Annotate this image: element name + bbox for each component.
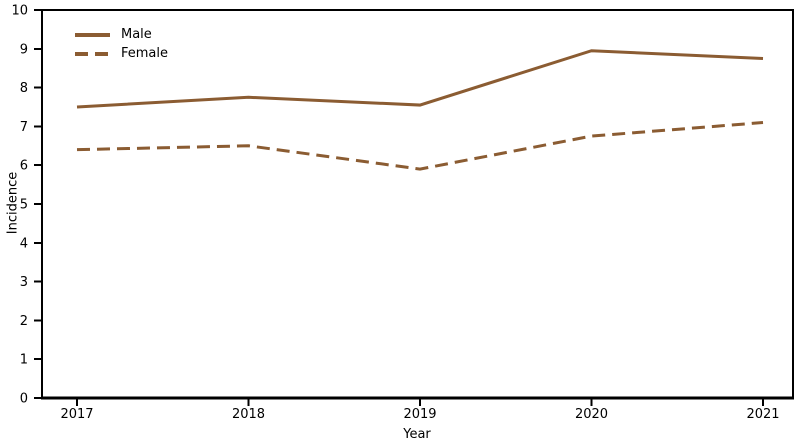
legend-item-male: Male: [75, 26, 168, 44]
legend-item-female: Female: [75, 45, 168, 63]
y-tick-label: 9: [20, 42, 28, 57]
y-tick-label: 5: [20, 198, 28, 213]
legend: Male Female: [75, 26, 168, 63]
female-dashed-line-swatch: [75, 52, 110, 56]
plot-border: [41, 9, 794, 399]
x-tick-label: 2017: [60, 407, 93, 422]
y-tick-label: 6: [20, 159, 28, 174]
y-tick-label: 0: [20, 392, 28, 407]
legend-label-male: Male: [121, 27, 152, 42]
y-axis-title: Incidence: [5, 171, 21, 235]
x-tick-label: 2019: [403, 407, 436, 422]
x-tick-label: 2020: [575, 407, 608, 422]
y-tick-label: 7: [20, 120, 28, 135]
y-tick-label: 1: [20, 353, 28, 368]
series-line-female: [76, 121, 764, 171]
x-tick-label: 2018: [232, 407, 265, 422]
series-line-male: [76, 49, 764, 109]
y-tick-label: 4: [20, 236, 28, 251]
x-axis-title: Year: [403, 427, 431, 442]
male-solid-line-swatch: [75, 33, 110, 37]
y-tick-label: 3: [20, 275, 28, 290]
y-tick-label: 10: [11, 4, 28, 19]
legend-label-female: Female: [121, 46, 169, 61]
x-tick-label: 2021: [746, 407, 779, 422]
y-tick-label: 2: [20, 314, 28, 329]
y-tick-label: 8: [20, 81, 28, 96]
